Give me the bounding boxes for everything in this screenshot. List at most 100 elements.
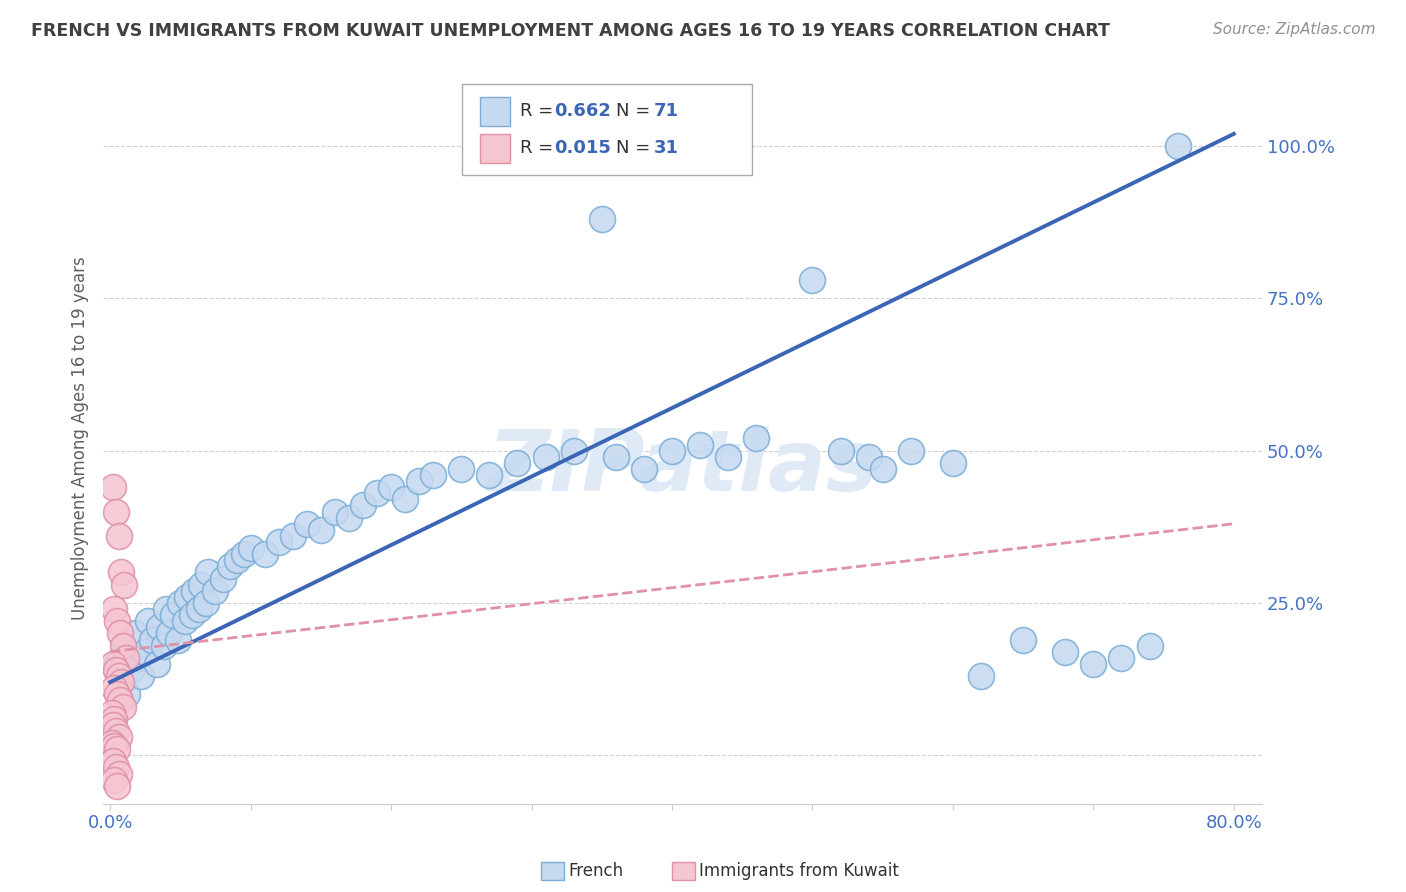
Text: 71: 71 xyxy=(654,103,679,120)
Point xyxy=(169,596,191,610)
Point xyxy=(129,669,152,683)
Point xyxy=(127,650,149,665)
Text: Source: ZipAtlas.com: Source: ZipAtlas.com xyxy=(1212,22,1375,37)
Point xyxy=(100,736,122,750)
Point xyxy=(1012,632,1035,647)
Point xyxy=(194,596,217,610)
Point xyxy=(1083,657,1105,671)
Point xyxy=(107,529,129,543)
Bar xyxy=(479,134,510,162)
Point xyxy=(689,437,711,451)
Point xyxy=(394,492,416,507)
Point xyxy=(105,687,128,701)
Point xyxy=(112,577,135,591)
Point xyxy=(111,699,134,714)
Point xyxy=(225,553,247,567)
Point xyxy=(110,566,132,580)
Point xyxy=(105,779,128,793)
Point xyxy=(101,755,124,769)
Point xyxy=(103,602,125,616)
Point xyxy=(101,480,124,494)
Point xyxy=(112,639,135,653)
Point xyxy=(281,529,304,543)
Point xyxy=(103,772,125,787)
Point xyxy=(107,766,129,780)
Bar xyxy=(479,96,510,126)
Point xyxy=(157,626,180,640)
Point xyxy=(124,626,146,640)
Point xyxy=(105,614,128,628)
Point xyxy=(605,450,627,464)
Point xyxy=(534,450,557,464)
Point xyxy=(295,516,318,531)
Text: FRENCH VS IMMIGRANTS FROM KUWAIT UNEMPLOYMENT AMONG AGES 16 TO 19 YEARS CORRELAT: FRENCH VS IMMIGRANTS FROM KUWAIT UNEMPLO… xyxy=(31,22,1109,40)
Point xyxy=(745,432,768,446)
Point xyxy=(970,669,993,683)
Point xyxy=(309,523,332,537)
Text: N =: N = xyxy=(616,139,657,157)
Point xyxy=(134,645,156,659)
Point xyxy=(115,687,138,701)
Point xyxy=(366,486,388,500)
Point xyxy=(166,632,188,647)
Point xyxy=(152,639,174,653)
Point xyxy=(183,583,205,598)
Point xyxy=(155,602,177,616)
Text: ZIPatlas: ZIPatlas xyxy=(488,426,877,509)
Point xyxy=(218,559,240,574)
Point xyxy=(232,547,254,561)
Point xyxy=(830,443,852,458)
Point xyxy=(450,462,472,476)
Point xyxy=(120,663,142,677)
Text: R =: R = xyxy=(520,103,560,120)
Point xyxy=(801,273,824,287)
Point xyxy=(323,505,346,519)
Point xyxy=(352,499,374,513)
Point xyxy=(942,456,965,470)
Point xyxy=(180,608,202,623)
Point xyxy=(111,639,134,653)
Point xyxy=(107,669,129,683)
Text: Immigrants from Kuwait: Immigrants from Kuwait xyxy=(699,862,898,880)
Point xyxy=(633,462,655,476)
Point xyxy=(141,632,163,647)
Point xyxy=(145,657,167,671)
Point xyxy=(872,462,894,476)
Point xyxy=(107,730,129,744)
Point xyxy=(110,675,132,690)
Point xyxy=(591,212,613,227)
Point xyxy=(900,443,922,458)
Point xyxy=(108,626,131,640)
Point xyxy=(110,675,132,690)
Point xyxy=(197,566,219,580)
Point xyxy=(422,468,444,483)
Point xyxy=(100,706,122,720)
Point xyxy=(104,723,127,738)
Point xyxy=(380,480,402,494)
Point xyxy=(114,650,136,665)
Text: 0.015: 0.015 xyxy=(554,139,610,157)
FancyBboxPatch shape xyxy=(463,84,752,176)
Point xyxy=(204,583,226,598)
Text: N =: N = xyxy=(616,103,657,120)
Point xyxy=(858,450,880,464)
Point xyxy=(101,718,124,732)
Point xyxy=(190,577,212,591)
Point xyxy=(239,541,262,555)
Point xyxy=(104,663,127,677)
Point xyxy=(148,620,170,634)
Text: 0.662: 0.662 xyxy=(554,103,610,120)
Point xyxy=(176,590,198,604)
Point xyxy=(1167,139,1189,153)
Point xyxy=(104,760,127,774)
Point xyxy=(103,739,125,753)
Point xyxy=(562,443,585,458)
Point xyxy=(173,614,195,628)
Point xyxy=(1054,645,1077,659)
Point xyxy=(717,450,740,464)
Text: French: French xyxy=(568,862,623,880)
Point xyxy=(478,468,501,483)
Point xyxy=(103,681,125,696)
Point xyxy=(337,510,360,524)
Y-axis label: Unemployment Among Ages 16 to 19 years: Unemployment Among Ages 16 to 19 years xyxy=(72,257,89,620)
